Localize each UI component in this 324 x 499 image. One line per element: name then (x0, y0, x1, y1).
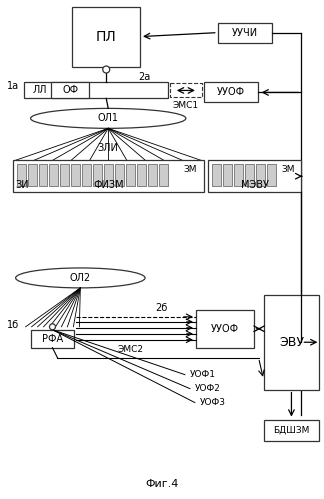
Bar (17, 164, 26, 186)
Bar (196, 310, 254, 348)
Text: УУЧИ: УУЧИ (232, 27, 258, 37)
Text: ОФ: ОФ (62, 85, 78, 95)
Bar (245, 164, 254, 186)
Bar (28, 164, 37, 186)
Bar (208, 160, 301, 192)
Bar (50, 164, 58, 186)
Bar (71, 164, 80, 186)
Text: 2а: 2а (138, 72, 150, 82)
Text: ОЛ1: ОЛ1 (98, 113, 119, 123)
Bar (115, 164, 124, 186)
Bar (223, 164, 232, 186)
Text: ЭМС2: ЭМС2 (117, 345, 143, 354)
Bar (218, 22, 272, 42)
Circle shape (50, 324, 55, 330)
Text: БДШЗМ: БДШЗМ (273, 426, 310, 435)
Ellipse shape (30, 108, 186, 128)
Text: УОФ3: УОФ3 (200, 398, 226, 407)
Text: ЭВУ: ЭВУ (279, 336, 304, 349)
Bar (263, 295, 319, 390)
Bar (267, 164, 275, 186)
Text: УОФ2: УОФ2 (195, 384, 221, 393)
Text: МЭВУ: МЭВУ (241, 180, 269, 190)
Bar (126, 164, 135, 186)
Text: ОЛ2: ОЛ2 (70, 273, 91, 283)
Bar (24, 82, 168, 98)
Text: 1а: 1а (7, 81, 19, 91)
Text: УОФ1: УОФ1 (190, 370, 216, 379)
Bar (263, 420, 319, 442)
Text: ПЛ: ПЛ (96, 29, 117, 43)
Bar (256, 164, 265, 186)
Text: 2б: 2б (155, 303, 168, 313)
Bar (159, 164, 168, 186)
Bar (212, 164, 221, 186)
Text: ЗМ: ЗМ (282, 165, 295, 174)
Text: ЗЛИ: ЗЛИ (98, 143, 119, 153)
Ellipse shape (16, 268, 145, 288)
Text: УУОФ: УУОФ (211, 324, 239, 334)
Circle shape (103, 66, 110, 73)
Text: ФИЗМ: ФИЗМ (93, 180, 123, 190)
Text: ЗИ: ЗИ (16, 180, 29, 190)
Text: ЗМ: ЗМ (183, 165, 197, 174)
Text: 1б: 1б (7, 320, 19, 330)
Bar (61, 164, 69, 186)
Text: Фиг.4: Фиг.4 (145, 480, 179, 490)
Bar (13, 160, 204, 192)
Bar (82, 164, 91, 186)
Text: ЛЛ: ЛЛ (32, 85, 47, 95)
Bar (234, 164, 243, 186)
Bar (39, 164, 48, 186)
Bar (30, 330, 75, 348)
Bar (204, 82, 258, 102)
Text: ЭМС1: ЭМС1 (173, 101, 199, 110)
Bar (137, 164, 146, 186)
Text: РФА: РФА (42, 334, 63, 344)
Bar (52, 82, 89, 98)
Bar (72, 6, 140, 66)
Text: УУОФ: УУОФ (217, 87, 245, 97)
Bar (93, 164, 102, 186)
Bar (170, 83, 202, 97)
Bar (104, 164, 113, 186)
Bar (148, 164, 157, 186)
